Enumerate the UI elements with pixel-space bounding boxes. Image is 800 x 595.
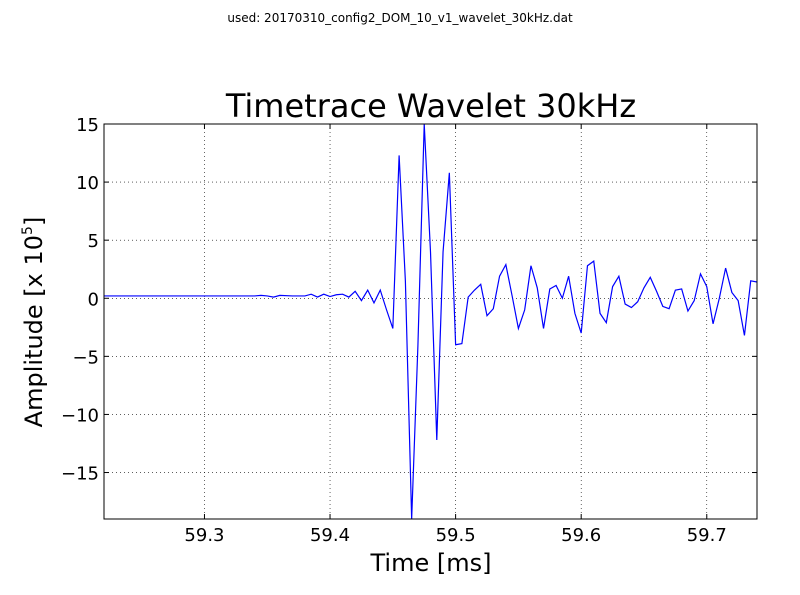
y-axis-label-exponent: 5 [20,226,36,235]
y-tick-label: 0 [88,289,99,310]
y-tick-label: −15 [61,464,99,485]
chart-title: Timetrace Wavelet 30kHz [225,87,636,125]
x-tick-label: 59.4 [310,525,350,546]
x-tick-labels: 59.3 59.4 59.5 59.6 59.7 [184,525,726,546]
x-axis-label: Time [ms] [370,549,492,577]
plot-area [104,124,757,519]
y-axis-label: Amplitude [x 105] [20,217,48,428]
tick-marks [104,123,757,519]
y-tick-label: −10 [61,405,99,426]
x-tick-label: 59.7 [687,525,727,546]
y-tick-label: 5 [88,231,99,252]
y-tick-label: −5 [72,347,99,368]
y-axis-label-close: ] [20,217,48,226]
figure-suptitle: used: 20170310_config2_DOM_10_v1_wavelet… [227,11,573,25]
x-tick-label: 59.5 [436,525,476,546]
x-tick-label: 59.3 [184,525,224,546]
y-tick-label: 15 [76,115,99,136]
y-axis-label-main: Amplitude [x 10 [20,235,48,427]
series-line-amplitude [104,124,757,519]
y-tick-label: 10 [76,173,99,194]
y-tick-labels: 15 10 5 0 −5 −10 −15 [61,115,99,485]
x-tick-label: 59.6 [561,525,601,546]
axes-frame [103,123,758,520]
